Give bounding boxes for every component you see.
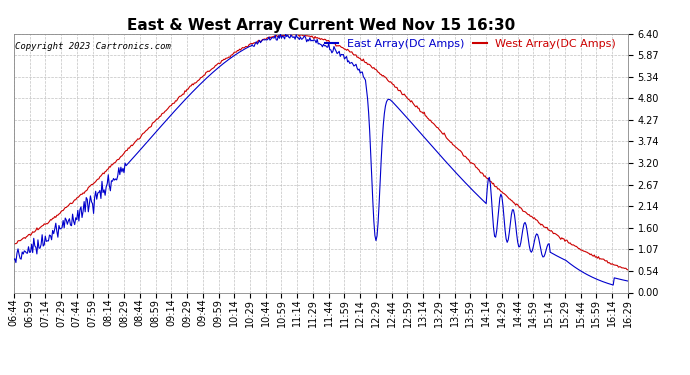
Text: Copyright 2023 Cartronics.com: Copyright 2023 Cartronics.com (15, 42, 171, 51)
Legend: East Array(DC Amps), West Array(DC Amps): East Array(DC Amps), West Array(DC Amps) (325, 39, 616, 49)
Title: East & West Array Current Wed Nov 15 16:30: East & West Array Current Wed Nov 15 16:… (127, 18, 515, 33)
